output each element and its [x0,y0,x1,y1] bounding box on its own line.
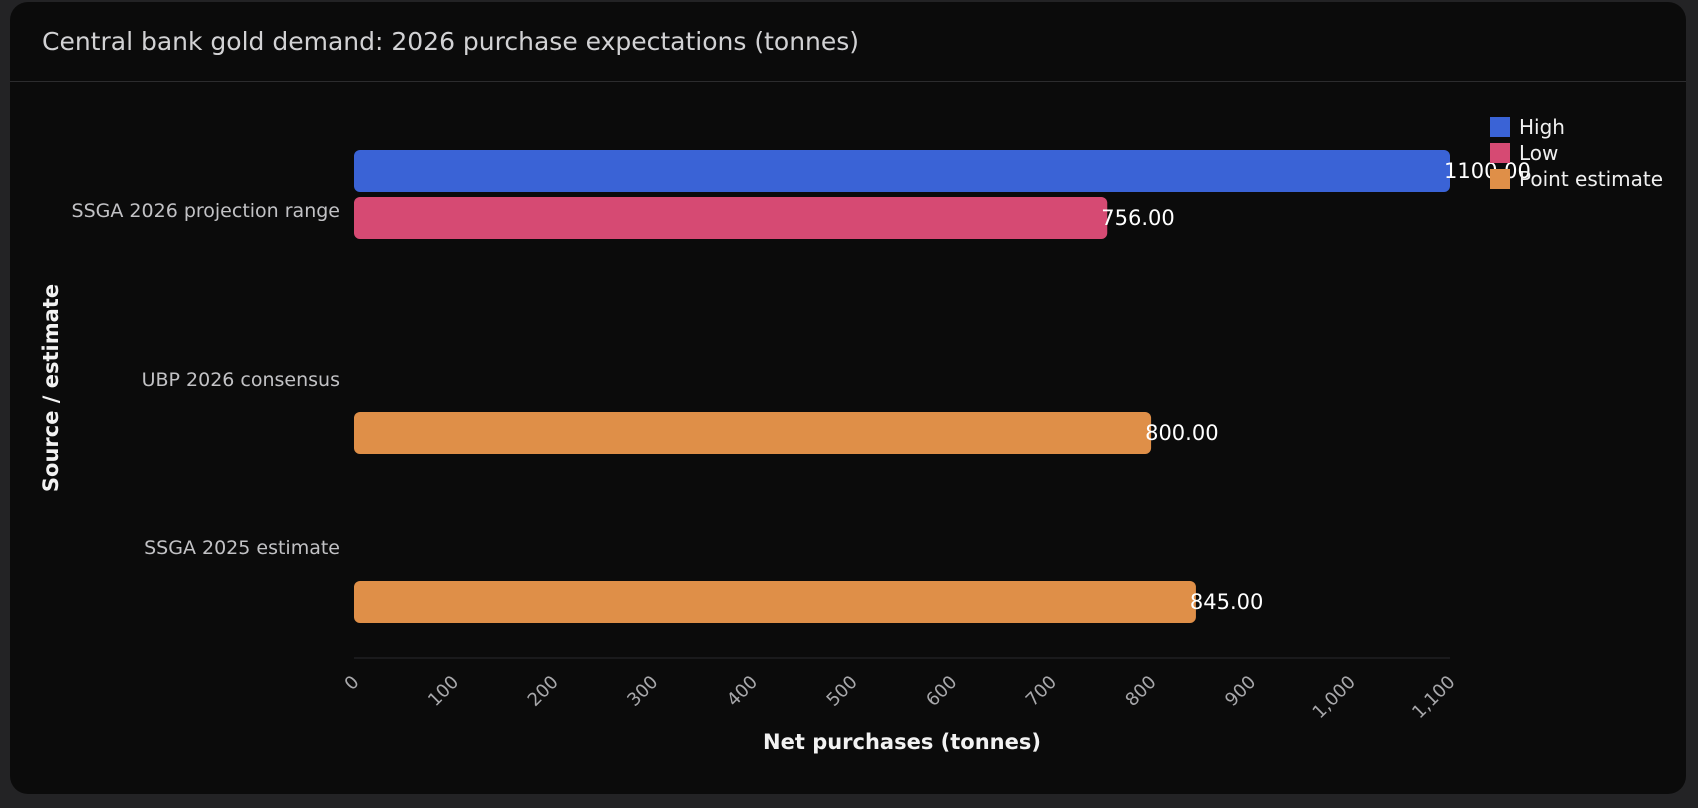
data-label: 1100.00 [1444,159,1531,183]
chart-title: Central bank gold demand: 2026 purchase … [42,27,860,56]
legend-swatch-2 [1490,143,1510,163]
x-tick-label: 300 [623,672,662,711]
legend-label-2: Low [1519,141,1558,165]
data-label: 800.00 [1145,421,1218,445]
x-tick-label: 900 [1221,672,1260,711]
card-header: Central bank gold demand: 2026 purchase … [10,2,1686,82]
legend-label-3: Point estimate [1519,167,1663,191]
category-label: SSGA 2026 projection range [72,200,340,222]
x-tick-label: 800 [1121,672,1160,711]
y-axis-title: Source / estimate [39,284,63,492]
x-tick-label: 100 [424,672,463,711]
chart-card: Central bank gold demand: 2026 purchase … [10,2,1686,794]
bar-high-1 [354,150,1450,192]
x-tick-label: 1,000 [1309,672,1360,723]
x-tick-label: 500 [823,672,862,711]
x-tick-label: 700 [1022,672,1061,711]
category-label: UBP 2026 consensus [142,369,340,391]
x-tick-label: 1,100 [1408,672,1459,723]
x-tick-label: 600 [922,672,961,711]
x-tick-label: 0 [341,672,364,695]
category-label: SSGA 2025 estimate [144,537,340,559]
bar-chart: 1100.00 756.00 SSGA 2026 projection range 8… [39,115,1663,754]
x-tick-label: 400 [723,672,762,711]
legend-swatch-1 [1490,117,1510,137]
x-tick-label: 200 [524,672,563,711]
bar-point-estimate-2 [354,412,1152,454]
data-label: 756.00 [1101,206,1174,230]
legend-swatch-3 [1490,169,1510,189]
bar-low-1 [354,197,1108,239]
legend-label-1: High [1519,115,1565,139]
bar-point-estimate-3 [354,581,1196,623]
x-axis-title: Net purchases (tonnes) [763,730,1041,754]
data-label: 845.00 [1190,590,1263,614]
